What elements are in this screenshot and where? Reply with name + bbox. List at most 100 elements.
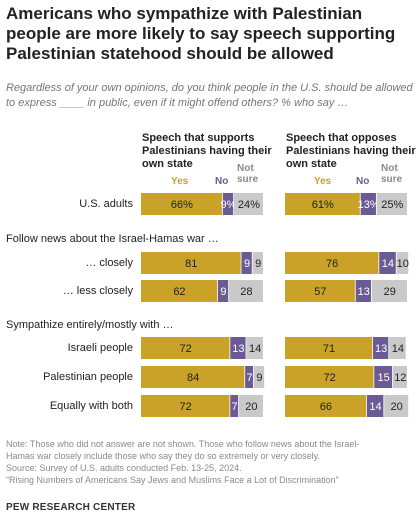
bar-yes-left bbox=[141, 280, 218, 302]
row-label: U.S. adults bbox=[79, 198, 133, 210]
data-label-no-right: 13% bbox=[358, 199, 380, 211]
legend-notsure-right-line2: sure bbox=[381, 174, 403, 185]
bar-no-right bbox=[373, 337, 389, 359]
row-label: Equally with both bbox=[49, 400, 133, 412]
data-label-yes-right: 71 bbox=[323, 343, 335, 355]
data-label-yes-right: 66 bbox=[320, 401, 332, 413]
bar-not-sure-right bbox=[384, 395, 409, 417]
bar-not-sure-left bbox=[246, 337, 263, 359]
bar-yes-right bbox=[285, 252, 379, 274]
row-label: Israeli people bbox=[67, 342, 133, 354]
bar-not-sure-right bbox=[371, 280, 407, 302]
panel-title-opposes-line1: Speech that opposes bbox=[286, 132, 397, 144]
row-label: Palestinian people bbox=[43, 371, 133, 383]
bar-not-sure-right bbox=[392, 366, 407, 388]
note-line-2: Hamas war closely include those who say … bbox=[6, 451, 320, 461]
panel-title-opposes: Speech that opposes Palestinians having … bbox=[286, 132, 416, 171]
panel-title-supports-line2: Palestinians having their bbox=[142, 145, 272, 157]
data-label-no-left: 7 bbox=[232, 401, 238, 413]
data-label-not-sure-right: 29 bbox=[384, 286, 396, 298]
data-label-not-sure-left: 24% bbox=[238, 199, 260, 211]
bar-not-sure-left bbox=[229, 280, 263, 302]
bar-yes-left bbox=[141, 337, 230, 359]
data-label-no-right: 15 bbox=[377, 372, 389, 384]
data-label-no-left: 13 bbox=[232, 343, 244, 355]
bar-no-left bbox=[217, 280, 229, 302]
legend-notsure-right: Not sure bbox=[381, 163, 402, 185]
bar-no-left bbox=[230, 395, 239, 417]
data-label-no-right: 14 bbox=[382, 258, 394, 270]
bar-no-left bbox=[245, 366, 254, 388]
data-label-no-left: 7 bbox=[246, 372, 252, 384]
bar-not-sure-left bbox=[234, 193, 263, 215]
row-label: … less closely bbox=[62, 285, 133, 297]
data-label-yes-right: 57 bbox=[314, 286, 326, 298]
data-label-not-sure-right: 14 bbox=[392, 343, 404, 355]
chart-subtitle: Regardless of your own opinions, do you … bbox=[6, 82, 413, 109]
bar-no-right bbox=[366, 395, 384, 417]
bar-no-right bbox=[360, 193, 376, 215]
bar-no-right bbox=[374, 366, 393, 388]
data-label-yes-left: 84 bbox=[187, 372, 199, 384]
data-label-yes-left: 66% bbox=[171, 199, 193, 211]
data-label-not-sure-right: 25% bbox=[381, 199, 403, 211]
bar-yes-right bbox=[285, 366, 374, 388]
legend-no-right: No bbox=[356, 176, 370, 187]
bar-not-sure-right bbox=[396, 252, 409, 274]
bar-not-sure-right bbox=[389, 337, 406, 359]
data-label-yes-left: 81 bbox=[185, 258, 197, 270]
data-label-not-sure-left: 14 bbox=[249, 343, 261, 355]
data-label-not-sure-left: 20 bbox=[245, 401, 257, 413]
data-label-yes-right: 72 bbox=[324, 372, 336, 384]
data-label-no-right: 13 bbox=[358, 286, 370, 298]
report-title-line: “Rising Numbers of Americans Say Jews an… bbox=[6, 475, 339, 485]
row-label: … closely bbox=[85, 257, 133, 269]
data-label-not-sure-left: 9 bbox=[255, 258, 261, 270]
legend-notsure-left: Not sure bbox=[237, 163, 258, 185]
bar-not-sure-left bbox=[252, 252, 263, 274]
section-follow-news: Follow news about the Israel-Hamas war … bbox=[6, 233, 219, 245]
legend-notsure-left-line2: sure bbox=[237, 174, 259, 185]
notes: Note: Those who did not answer are not s… bbox=[6, 438, 416, 486]
bar-no-left bbox=[241, 252, 252, 274]
bar-yes-left bbox=[141, 193, 223, 215]
bar-yes-right bbox=[285, 193, 360, 215]
bar-yes-left bbox=[141, 395, 230, 417]
data-label-not-sure-left: 9 bbox=[256, 372, 262, 384]
data-label-yes-right: 76 bbox=[326, 258, 338, 270]
data-label-yes-right: 61% bbox=[312, 199, 334, 211]
legend-no-left: No bbox=[215, 176, 229, 187]
panel-title-supports-line3: own state bbox=[142, 158, 193, 170]
legend-notsure-left-line1: Not bbox=[237, 163, 254, 174]
legend-notsure-right-line1: Not bbox=[381, 163, 398, 174]
data-label-not-sure-right: 12 bbox=[394, 372, 406, 384]
bar-not-sure-left bbox=[253, 366, 265, 388]
data-label-no-right: 13 bbox=[375, 343, 387, 355]
bar-no-left bbox=[222, 193, 234, 215]
bar-yes-right bbox=[285, 280, 355, 302]
source-line: Source: Survey of U.S. adults conducted … bbox=[6, 463, 242, 473]
data-label-yes-left: 72 bbox=[180, 343, 192, 355]
pew-logo-text: PEW RESEARCH CENTER bbox=[6, 502, 136, 513]
panel-title-opposes-line3: own state bbox=[286, 158, 337, 170]
data-label-no-left: 9% bbox=[220, 199, 236, 211]
bar-yes-left bbox=[141, 366, 245, 388]
bar-yes-right bbox=[285, 337, 373, 359]
data-label-not-sure-right: 20 bbox=[390, 401, 402, 413]
panel-title-supports: Speech that supports Palestinians having… bbox=[142, 132, 272, 171]
panel-title-opposes-line2: Palestinians having their bbox=[286, 145, 416, 157]
section-sympathize: Sympathize entirely/mostly with … bbox=[6, 319, 174, 331]
legend-yes-left: Yes bbox=[171, 176, 189, 187]
bar-yes-right bbox=[285, 395, 367, 417]
chart-title: Americans who sympathize with Palestinia… bbox=[6, 4, 396, 63]
data-label-no-left: 9 bbox=[220, 286, 226, 298]
bar-no-left bbox=[230, 337, 246, 359]
data-label-not-sure-left: 28 bbox=[240, 286, 252, 298]
data-label-yes-left: 62 bbox=[173, 286, 185, 298]
data-label-no-left: 9 bbox=[244, 258, 250, 270]
data-label-no-right: 14 bbox=[369, 401, 381, 413]
data-label-yes-left: 72 bbox=[180, 401, 192, 413]
bar-not-sure-left bbox=[238, 395, 263, 417]
data-label-not-sure-right: 10 bbox=[397, 258, 409, 270]
